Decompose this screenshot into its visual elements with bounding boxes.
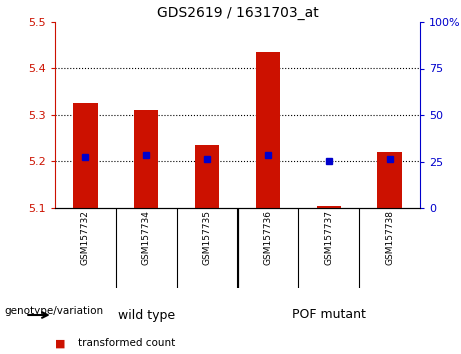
Text: GSM157738: GSM157738 — [385, 210, 394, 266]
Bar — [134, 110, 159, 208]
Text: ■: ■ — [55, 338, 65, 348]
Text: GSM157732: GSM157732 — [81, 210, 90, 265]
Bar — [73, 103, 98, 208]
Text: wild type: wild type — [118, 308, 175, 321]
Bar — [317, 206, 341, 208]
Title: GDS2619 / 1631703_at: GDS2619 / 1631703_at — [157, 6, 319, 19]
Bar — [256, 52, 280, 208]
Text: GSM157736: GSM157736 — [263, 210, 272, 266]
Text: GSM157737: GSM157737 — [324, 210, 333, 266]
Text: GSM157734: GSM157734 — [142, 210, 151, 265]
Text: POF mutant: POF mutant — [292, 308, 366, 321]
Bar — [378, 152, 402, 208]
Text: genotype/variation: genotype/variation — [5, 307, 104, 316]
Text: GSM157735: GSM157735 — [202, 210, 212, 266]
Text: transformed count: transformed count — [78, 338, 175, 348]
Bar — [195, 145, 219, 208]
